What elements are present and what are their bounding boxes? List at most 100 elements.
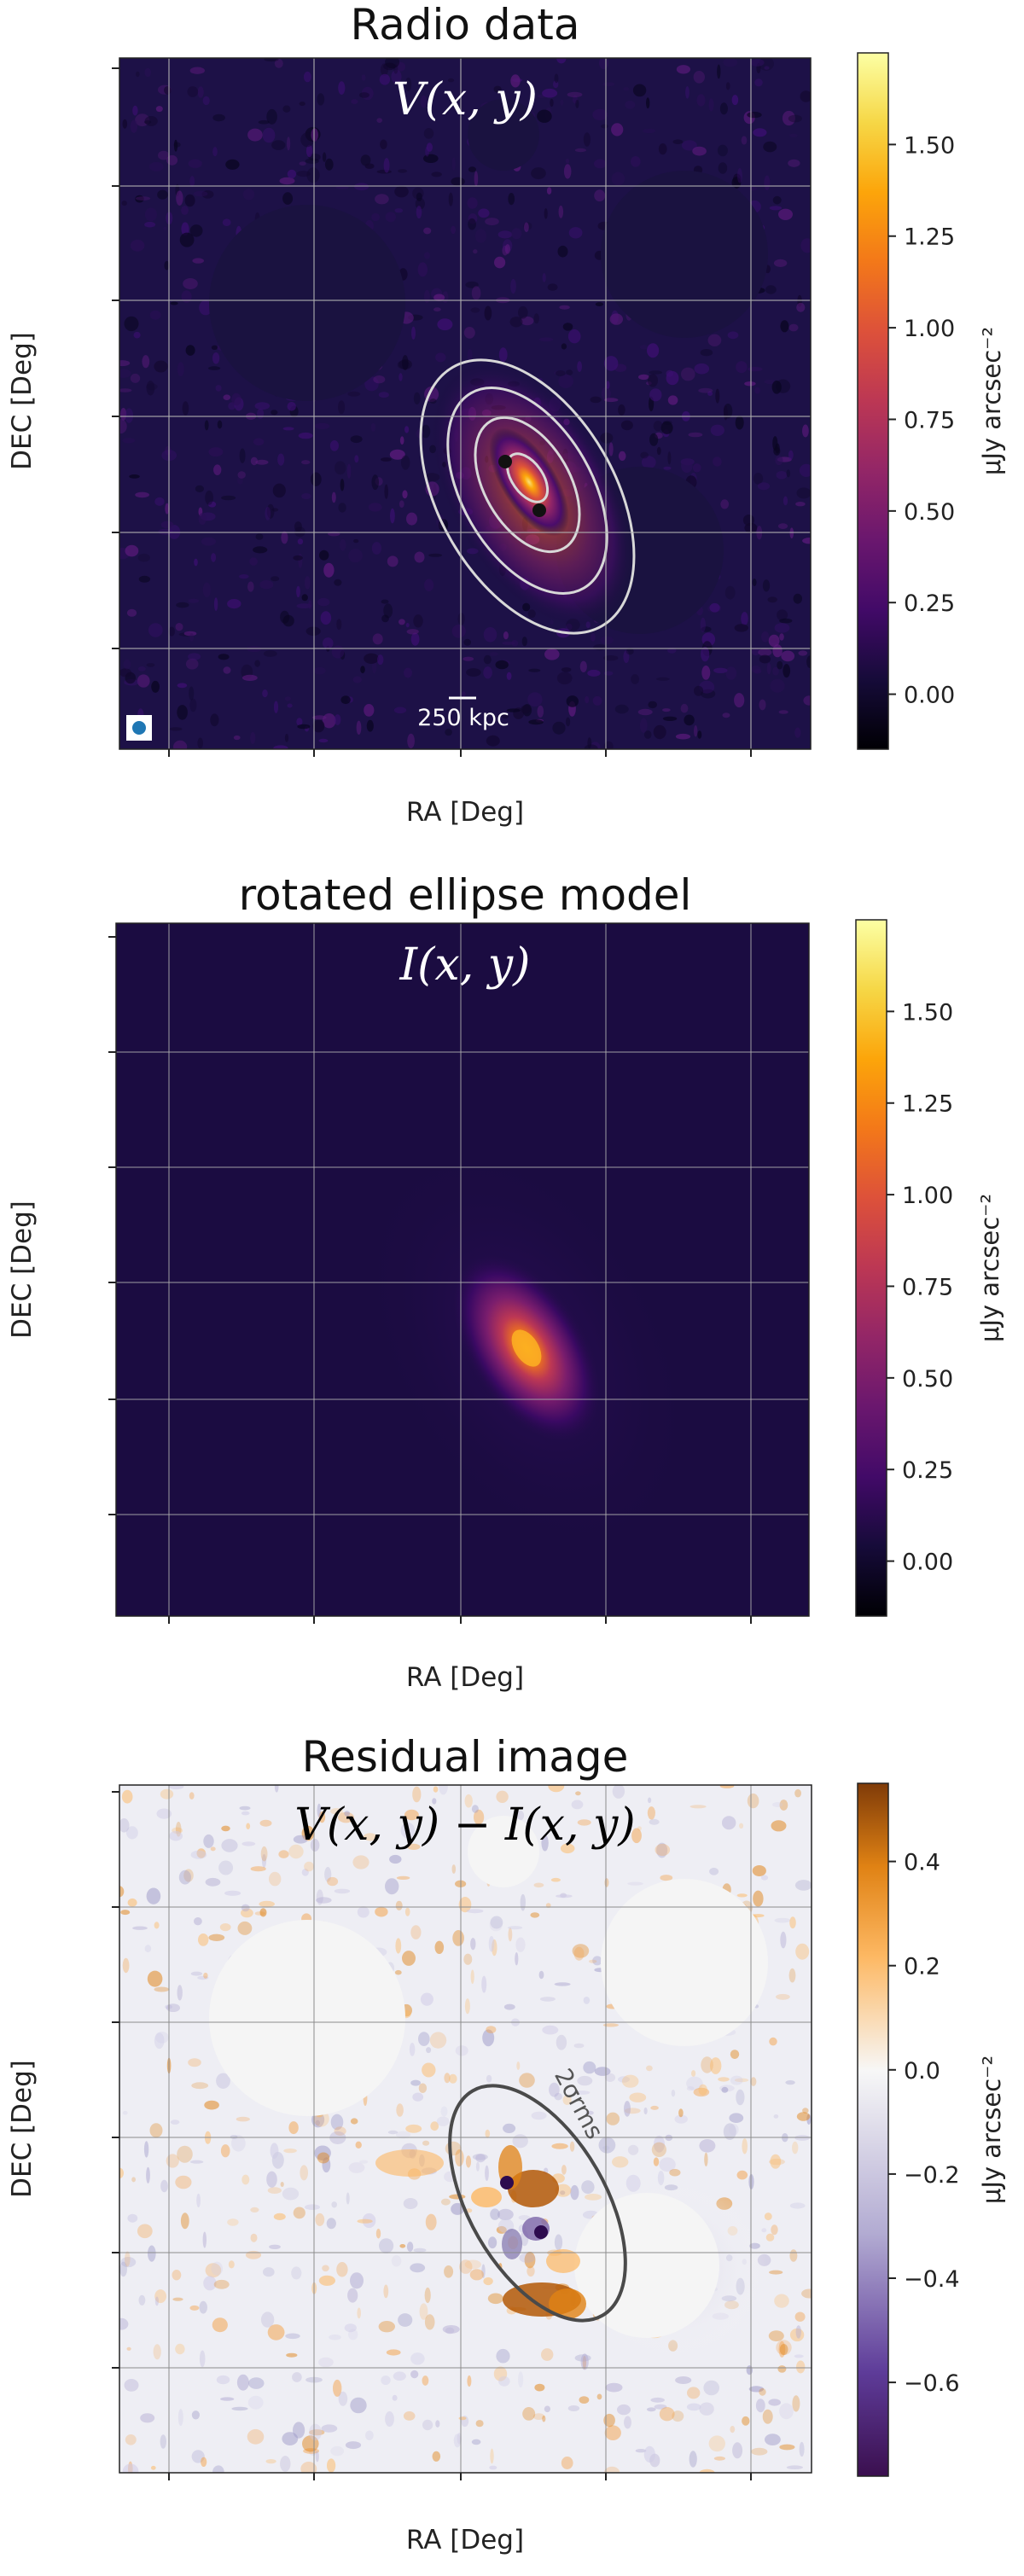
noise-blob: [250, 1866, 266, 1872]
noise-blob: [593, 159, 607, 169]
noise-blob: [515, 1952, 519, 1966]
noise-blob: [354, 455, 359, 463]
noise-blob: [285, 2333, 300, 2340]
noise-blob: [672, 2410, 684, 2422]
noise-blob: [320, 611, 332, 625]
noise-blob: [175, 623, 183, 631]
noise-blob: [267, 2324, 285, 2340]
noise-blob: [631, 156, 641, 167]
noise-blob: [594, 189, 606, 202]
noise-blob: [730, 2075, 743, 2085]
noise-blob: [287, 137, 291, 151]
noise-blob: [383, 2284, 389, 2299]
noise-blob: [558, 374, 573, 388]
noise-blob: [624, 2416, 631, 2429]
noise-blob: [212, 113, 225, 122]
noise-blob: [331, 2201, 338, 2208]
noise-blob: [753, 473, 764, 485]
noise-blob: [357, 1906, 369, 1918]
noise-blob: [618, 451, 626, 462]
noise-blob: [185, 345, 195, 356]
noise-blob: [393, 707, 407, 714]
noise-blob: [567, 91, 583, 98]
noise-blob: [394, 1969, 402, 1975]
noise-blob: [604, 2425, 621, 2440]
noise-blob: [270, 2143, 279, 2159]
panel-radio-data: Radio data: [7, 0, 1006, 828]
noise-blob: [542, 2025, 559, 2035]
noise-blob: [352, 676, 362, 683]
noise-blob: [556, 58, 567, 64]
noise-blob: [172, 2270, 182, 2281]
noise-blob: [544, 208, 548, 219]
noise-blob: [701, 626, 712, 632]
noise-blob: [426, 2047, 432, 2054]
noise-blob: [384, 484, 389, 499]
noise-blob: [701, 666, 711, 680]
colorbar-tick-label: 0.50: [904, 499, 955, 526]
noise-blob: [187, 86, 199, 97]
noise-blob: [239, 448, 246, 463]
noise-blob: [447, 78, 455, 83]
noise-blob: [595, 302, 604, 306]
panel1-xlabel: RA [Deg]: [406, 797, 524, 828]
noise-blob: [231, 2406, 248, 2411]
noise-blob: [154, 497, 165, 506]
noise-blob: [592, 695, 602, 706]
noise-blob: [119, 2167, 124, 2178]
panel1-yticks: [112, 67, 119, 649]
noise-blob: [635, 2449, 647, 2453]
noise-blob: [287, 402, 296, 411]
noise-blob: [288, 1844, 304, 1859]
noise-blob: [585, 695, 590, 704]
noise-blob: [710, 424, 724, 436]
noise-blob: [566, 695, 579, 707]
noise-blob: [779, 2403, 794, 2420]
noise-blob: [531, 167, 546, 180]
noise-blob: [474, 171, 479, 187]
noise-blob: [346, 2192, 350, 2205]
noise-blob: [796, 487, 811, 499]
noise-blob: [177, 1985, 183, 2001]
noise-blob: [291, 2266, 302, 2280]
noise-blob: [204, 2100, 219, 2110]
noise-blob: [176, 602, 189, 608]
noise-blob: [363, 1833, 377, 1841]
noise-blob: [747, 1793, 759, 1809]
noise-blob: [504, 244, 511, 254]
noise-blob: [464, 1998, 470, 2015]
noise-blob: [127, 2213, 138, 2223]
noise-blob: [435, 2420, 440, 2428]
noise-blob: [331, 491, 336, 503]
noise-blob: [190, 1850, 207, 1859]
panel3-frame: [119, 1784, 812, 2474]
noise-blob: [707, 391, 713, 397]
noise-blob: [404, 1907, 410, 1916]
noise-blob: [300, 2165, 309, 2181]
noise-blob: [713, 667, 728, 673]
noise-blob: [401, 455, 410, 470]
noise-blob: [247, 128, 263, 142]
noise-blob: [783, 664, 791, 678]
noise-blob: [403, 2411, 416, 2421]
noise-blob: [444, 2073, 451, 2084]
noise-blob: [605, 2382, 623, 2393]
noise-blob: [697, 730, 702, 739]
noise-blob: [220, 2397, 235, 2401]
noise-blob: [318, 2275, 335, 2286]
noise-blob: [413, 614, 423, 628]
noise-blob: [465, 281, 479, 288]
noise-blob: [146, 663, 155, 667]
noise-blob: [766, 662, 771, 675]
noise-blob: [422, 2419, 433, 2431]
noise-blob: [424, 252, 430, 259]
noise-blob: [154, 1922, 160, 1929]
noise-blob: [688, 432, 703, 438]
noise-blob: [301, 1868, 309, 1876]
noise-blob: [398, 2313, 413, 2327]
noise-blob: [592, 108, 608, 120]
noise-blob: [316, 1889, 323, 1905]
noise-blob: [655, 1843, 671, 1857]
noise-blob: [315, 2213, 325, 2226]
noise-blob: [692, 146, 707, 156]
